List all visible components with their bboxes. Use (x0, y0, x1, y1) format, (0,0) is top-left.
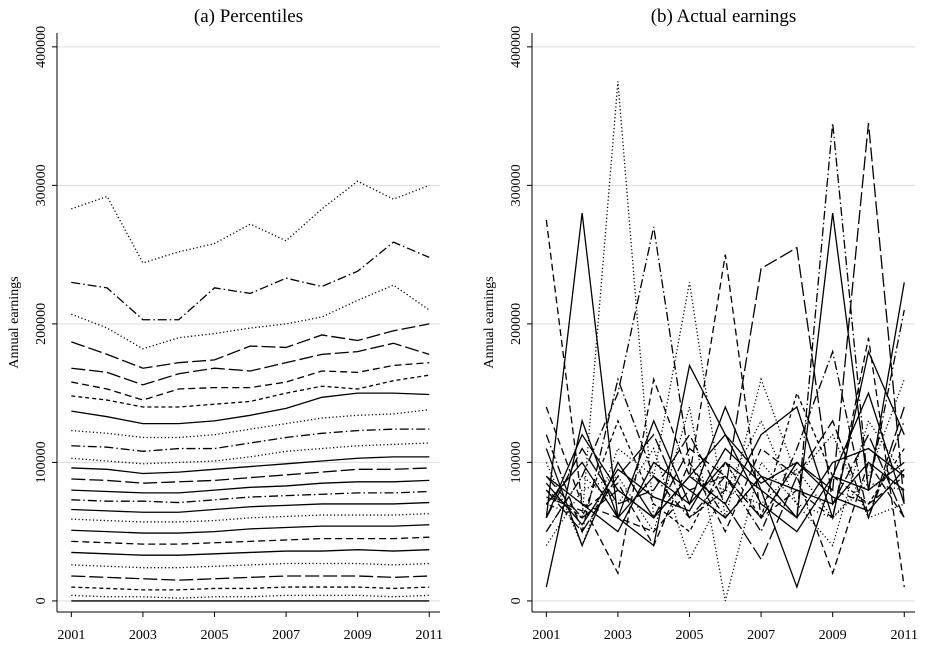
x-tick-label: 2003 (129, 628, 157, 643)
series-line (71, 180, 430, 264)
series-line (71, 549, 430, 556)
series-line (71, 562, 430, 569)
x-tick-label: 2009 (819, 628, 847, 643)
chart-title: (a) Percentiles (194, 6, 303, 27)
series-line (71, 392, 430, 425)
series-line (71, 362, 430, 401)
series-line (545, 391, 905, 533)
series-line (545, 391, 905, 548)
y-tick-label: 100000 (34, 441, 49, 483)
series-line (545, 405, 905, 520)
x-tick-label: 2007 (747, 628, 775, 643)
x-tick-label: 2009 (344, 628, 372, 643)
series-line (71, 456, 430, 475)
series-line (545, 282, 905, 548)
y-axis-label: Annual earnings (7, 276, 22, 368)
series-line (545, 219, 905, 533)
series-line (71, 501, 430, 513)
series-line (71, 428, 430, 452)
y-tick-label: 0 (509, 597, 524, 604)
series-line (71, 467, 430, 484)
series-line (71, 409, 430, 439)
x-tick-label: 2001 (532, 628, 560, 643)
x-tick-label: 2011 (416, 628, 443, 643)
series-line (545, 406, 905, 561)
series-line (71, 513, 430, 523)
series-line (545, 406, 905, 602)
x-tick-label: 2007 (272, 628, 300, 643)
series-line (71, 490, 430, 504)
y-tick-label: 300000 (509, 164, 524, 206)
series-line (71, 374, 430, 408)
y-tick-label: 400000 (34, 26, 49, 68)
x-tick-label: 2001 (57, 628, 85, 643)
series-line (546, 447, 905, 576)
series-line (545, 379, 905, 562)
y-tick-label: 100000 (509, 441, 524, 483)
y-tick-label: 200000 (34, 303, 49, 345)
x-tick-label: 2011 (891, 628, 918, 643)
series-line (71, 479, 430, 494)
y-tick-label: 200000 (509, 303, 524, 345)
series-line (545, 461, 905, 533)
y-tick-label: 300000 (34, 164, 49, 206)
series-line (71, 323, 430, 369)
series-line (71, 575, 430, 581)
series-line (71, 594, 430, 599)
series-line (71, 241, 430, 321)
series-line (545, 447, 905, 526)
series-line (71, 442, 430, 465)
series-line (71, 586, 430, 591)
x-tick-label: 2005 (200, 628, 228, 643)
series-line (545, 122, 905, 519)
y-axis-label: Annual earnings (482, 276, 497, 368)
series-line (71, 524, 430, 534)
y-tick-label: 400000 (509, 26, 524, 68)
series-line (71, 284, 430, 350)
series-line (71, 342, 430, 386)
series-line (545, 212, 905, 590)
x-tick-label: 2003 (604, 628, 632, 643)
series-line (546, 81, 905, 520)
series-line (71, 536, 430, 545)
chart-title: (b) Actual earnings (651, 6, 797, 27)
y-tick-label: 0 (34, 597, 49, 604)
x-tick-label: 2005 (675, 628, 703, 643)
